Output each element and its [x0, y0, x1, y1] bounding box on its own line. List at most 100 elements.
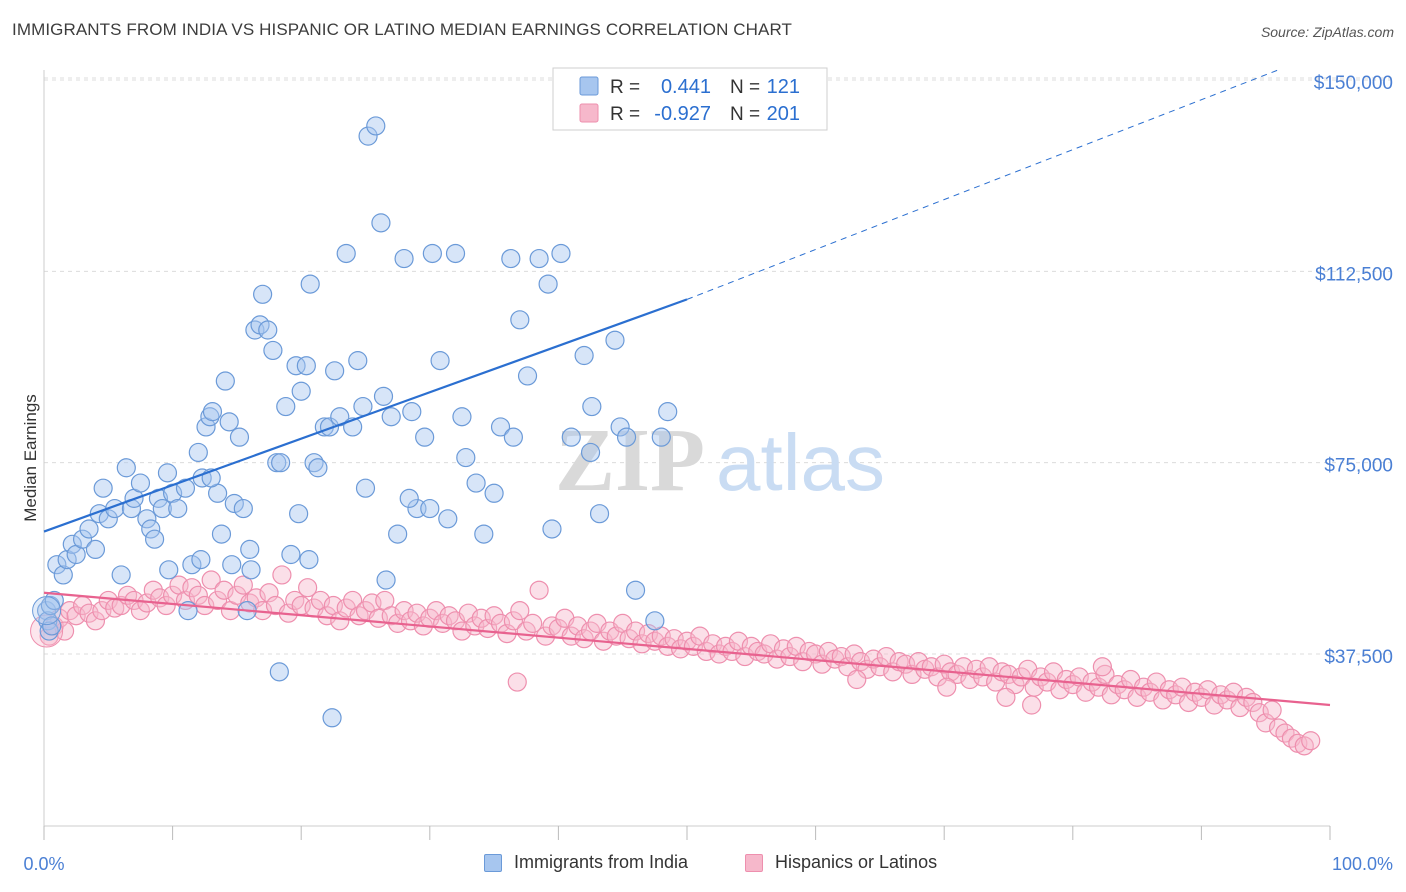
legend-swatch-india	[579, 76, 599, 96]
hispanic-point	[98, 590, 118, 611]
y-tick-label-2: $112,500	[1315, 264, 1393, 285]
hispanic-point	[973, 667, 993, 687]
legend-swatch-india-bottom	[484, 853, 502, 872]
y-axis-label: Median Earnings	[21, 394, 40, 522]
hispanic-point	[381, 606, 401, 626]
india-point	[53, 565, 73, 585]
india-point	[300, 274, 320, 294]
india-point	[402, 402, 422, 422]
india-point	[62, 534, 82, 554]
x-tick-label-end: 100.0%	[1332, 854, 1393, 874]
india-trend-extension	[686, 69, 1279, 300]
india-point	[233, 498, 253, 519]
hispanic-point	[156, 595, 176, 616]
y-tick-label-3: $150,000	[1314, 73, 1393, 94]
india-point	[304, 453, 324, 473]
legend-n-value-india: 121	[767, 76, 800, 98]
hispanic-point	[934, 654, 954, 674]
india-point	[551, 243, 571, 264]
source-label: Source: ZipAtlas.com	[1260, 24, 1394, 40]
india-point	[299, 550, 319, 570]
hispanic-point	[143, 580, 163, 600]
india-point	[269, 662, 289, 682]
axes	[43, 70, 1331, 840]
india-point	[388, 524, 408, 544]
india-point	[241, 560, 261, 580]
india-point	[503, 427, 523, 447]
hispanic-point	[201, 570, 221, 590]
hispanic-point	[529, 580, 549, 600]
hispanic-point	[285, 590, 305, 611]
india-point	[79, 519, 99, 539]
india-point	[57, 550, 77, 570]
hispanic-point	[847, 669, 867, 690]
india-point	[529, 248, 549, 269]
hispanic-point	[1095, 664, 1115, 685]
india-point	[289, 504, 309, 524]
india-point	[276, 396, 296, 417]
legend-n-label-hispanic: N =	[730, 104, 760, 125]
hispanic-point	[503, 611, 523, 631]
india-point	[484, 483, 504, 503]
legend-label-india: Immigrants from India	[514, 852, 689, 872]
hispanic-point	[523, 613, 543, 633]
y-tick-label-1: $75,000	[1324, 456, 1393, 477]
series-legend: Immigrants from India Hispanics or Latin…	[0, 852, 1406, 878]
legend-r-value-india: 0.441	[661, 76, 711, 98]
legend-item-india[interactable]: Immigrants from India	[484, 852, 688, 873]
hispanic-point	[1275, 723, 1295, 743]
legend-label-hispanic: Hispanics or Latinos	[775, 852, 938, 872]
india-point	[645, 611, 665, 631]
india-point	[98, 509, 118, 529]
india-point	[452, 407, 472, 427]
hispanic-point	[214, 580, 234, 600]
india-point	[296, 356, 316, 376]
hispanic-point	[298, 578, 318, 598]
india-point	[422, 243, 442, 264]
hispanic-point	[272, 565, 292, 585]
india-point	[39, 621, 59, 641]
hispanic-point	[208, 590, 228, 611]
india-point	[561, 427, 581, 447]
india-point	[240, 539, 260, 560]
india-point	[580, 442, 601, 463]
india-point	[456, 447, 476, 468]
india-point	[322, 708, 342, 728]
india-point	[159, 560, 179, 580]
hispanic-point	[1031, 667, 1051, 687]
hispanic-point	[937, 677, 957, 697]
india-point	[610, 417, 630, 437]
india-point	[253, 284, 273, 304]
hispanic-point	[111, 595, 131, 616]
india-point	[130, 473, 151, 493]
india-point	[325, 361, 345, 381]
india-point	[263, 340, 283, 361]
india-point	[371, 213, 391, 233]
hispanic-point	[735, 646, 755, 667]
trend-lines	[43, 69, 1331, 707]
legend-n-label-india: N =	[730, 77, 760, 98]
hispanic-trend-line	[43, 591, 1331, 707]
legend-r-value-hispanic: -0.927	[654, 103, 711, 125]
hispanic-point	[947, 664, 967, 685]
hispanic-point	[507, 672, 527, 692]
legend-item-hispanic[interactable]: Hispanics or Latinos	[745, 852, 937, 873]
india-point	[182, 555, 202, 575]
hispanic-point	[996, 687, 1016, 707]
india-point	[224, 493, 244, 514]
hispanic-point	[1294, 736, 1314, 756]
india-trend-line	[43, 298, 688, 533]
india-point	[215, 371, 235, 391]
india-point	[574, 345, 594, 366]
india-point	[510, 310, 530, 330]
watermark-zip: ZIP	[555, 411, 705, 510]
india-point	[286, 356, 306, 376]
india-point	[445, 243, 466, 264]
india-point	[625, 580, 646, 600]
stats-legend: R = 0.441 N = 121 R = -0.927 N = 201	[552, 67, 828, 131]
india-point	[281, 544, 301, 565]
india-point	[542, 519, 562, 539]
india-point	[336, 243, 356, 264]
india-point	[211, 524, 232, 544]
